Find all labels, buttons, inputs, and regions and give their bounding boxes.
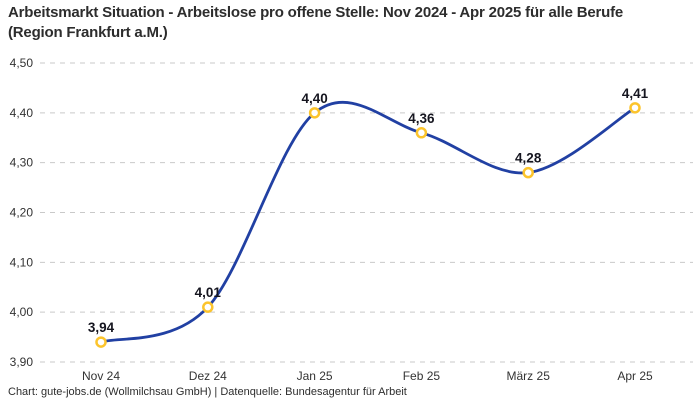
x-tick-label: Dez 24	[189, 369, 227, 383]
data-point-marker	[522, 166, 534, 179]
y-tick-label: 4,10	[10, 255, 34, 269]
data-point-label: 3,94	[88, 320, 115, 335]
data-point-label: 4,28	[515, 151, 542, 166]
data-point-marker	[415, 127, 428, 139]
data-point-marker	[308, 107, 321, 119]
data-point-label: 4,01	[195, 285, 222, 300]
y-tick-label: 4,20	[10, 206, 34, 220]
data-point-label: 4,40	[301, 91, 327, 106]
data-point-label: 4,36	[408, 111, 435, 126]
x-tick-label: März 25	[507, 369, 551, 383]
data-point-label: 4,41	[622, 86, 649, 101]
x-tick-label: Nov 24	[82, 369, 120, 383]
y-tick-label: 3,90	[10, 355, 34, 369]
trend-line	[99, 100, 637, 344]
data-point-marker	[95, 336, 107, 348]
x-tick-label: Apr 25	[617, 369, 653, 383]
y-tick-label: 4,40	[10, 106, 34, 120]
y-tick-label: 4,50	[10, 56, 34, 70]
x-tick-label: Jan 25	[297, 369, 333, 383]
y-tick-label: 4,30	[10, 156, 34, 170]
chart-title: Arbeitsmarkt Situation - Arbeitslose pro…	[8, 4, 624, 41]
data-point-marker	[202, 301, 214, 313]
x-tick-label: Feb 25	[403, 369, 441, 383]
data-point-marker	[629, 102, 641, 114]
y-tick-label: 4,00	[10, 305, 34, 319]
chart-footer-credit: Chart: gute-jobs.de (Wollmilchsau GmbH) …	[8, 386, 407, 398]
